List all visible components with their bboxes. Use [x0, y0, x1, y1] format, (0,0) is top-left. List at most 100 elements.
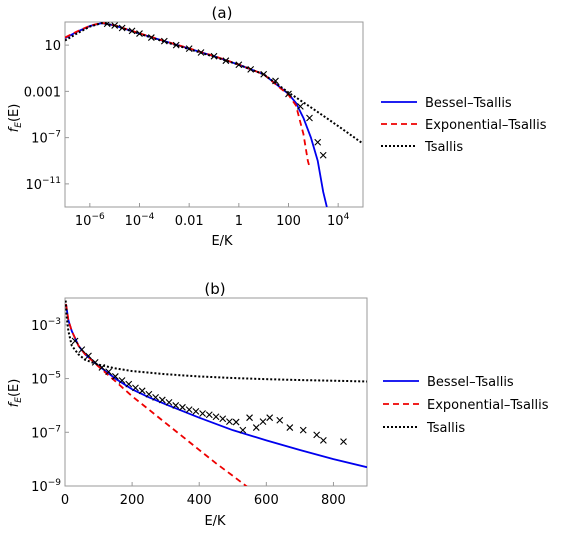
- chart-b-data-point: [145, 390, 153, 398]
- chart-b-frame: [64, 297, 368, 487]
- chart-b-data-point: [192, 407, 200, 415]
- chart-b-data-point: [78, 346, 86, 353]
- chart-b-data-point: [212, 413, 220, 421]
- chart-b-data-point: [125, 380, 133, 388]
- chart-a-data-point: [235, 61, 243, 69]
- chart-a-data-point: [260, 70, 268, 78]
- chart-a-data-point: [111, 22, 119, 29]
- chart-b-data-point: [299, 426, 307, 434]
- chart-b-data-point: [246, 414, 253, 422]
- chart-a-x-tick-label: 10−6: [75, 212, 105, 229]
- chart-b-legend: Bessel–Tsallis Exponential–Tsallis Tsall…: [383, 375, 549, 436]
- chart-b-data-point: [132, 384, 139, 392]
- chart-b-data-point: [165, 398, 173, 406]
- chart-a-x-tick-label: 1: [235, 214, 243, 229]
- chart-b-data-point: [118, 377, 126, 384]
- chart-b-y-tick-label: 10−7: [31, 424, 61, 441]
- chart-b-series-bessel-tsallis: [65, 303, 367, 469]
- chart-a-data-point: [136, 30, 143, 37]
- chart-a-x-tick-label: 104: [327, 212, 350, 229]
- chart-a-y-tick-label: 0.001: [24, 85, 61, 100]
- chart-b-data-point: [205, 411, 213, 419]
- chart-b-data-point: [276, 416, 284, 424]
- chart-b-y-tick-label: 10−5: [31, 371, 61, 388]
- chart-a-title: (a): [212, 4, 233, 22]
- chart-b-data-point: [259, 418, 267, 425]
- chart-a: (a) 10−6 10−4 0.01 1 100 104 10 0.001 10−7 10−11…: [7, 4, 547, 249]
- chart-a-data-point: [103, 22, 111, 28]
- chart-a-x-tick-label: 10−4: [125, 212, 155, 229]
- chart-b-data-point: [172, 402, 180, 409]
- chart-a-frame: [64, 21, 364, 208]
- chart-b-y-label: fE(E): [7, 379, 24, 408]
- chart-a-data-point: [197, 49, 205, 56]
- chart-b-y-tick-label: 10−3: [31, 317, 61, 334]
- chart-a-y-label: fE(E): [7, 104, 24, 133]
- chart-a-y-tick-label: 10−11: [25, 176, 61, 193]
- chart-b-y-tick-label: 10−9: [31, 478, 61, 495]
- chart-b-legend-bessel: Bessel–Tsallis: [427, 375, 514, 390]
- chart-b-data-point: [226, 418, 233, 425]
- chart-a-data-point: [128, 27, 136, 35]
- chart-b-x-tick-label: 800: [321, 493, 346, 508]
- chart-a-data-points: [103, 22, 327, 159]
- chart-b-data-point: [71, 337, 79, 345]
- chart-a-y-tick-label: 10: [44, 39, 61, 54]
- chart-a-data-point: [147, 34, 155, 41]
- chart-a-x-tick-label: 100: [276, 214, 301, 229]
- chart-b-y-ticks: 10−3 10−5 10−7 10−9: [31, 317, 69, 495]
- chart-a-data-point: [222, 57, 230, 65]
- chart-a-data-point: [285, 90, 292, 98]
- chart-a-legend: Bessel–Tsallis Exponential–Tsallis Tsall…: [381, 96, 547, 155]
- chart-b-x-ticks: 0 200 400 600 800: [61, 482, 346, 508]
- chart-b-data-point: [239, 426, 247, 434]
- chart-a-data-point: [314, 138, 322, 146]
- chart-b-data-point: [85, 352, 92, 360]
- chart-a-legend-tsallis: Tsallis: [424, 140, 463, 155]
- chart-b-data-point: [286, 424, 294, 431]
- chart-b-data-point: [319, 436, 327, 444]
- chart-a-series: [65, 22, 363, 207]
- chart-a-data-point: [210, 52, 218, 60]
- chart-b-data-point: [340, 438, 347, 445]
- chart-b-data-point: [98, 364, 106, 371]
- chart-a-y-tick-label: 10−7: [31, 130, 61, 147]
- chart-b-series: [65, 300, 367, 486]
- chart-a-x-ticks: 10−6 10−4 0.01 1 100 104: [75, 203, 350, 229]
- chart-b-data-point: [179, 403, 186, 411]
- chart-b-data-point: [138, 387, 146, 395]
- chart-b-x-tick-label: 200: [120, 493, 145, 508]
- chart-a-data-point: [172, 41, 180, 49]
- chart-b-data-point: [111, 373, 119, 380]
- chart-b-x-tick-label: 0: [61, 493, 69, 508]
- chart-b-data-point: [313, 431, 321, 439]
- chart-a-data-point: [272, 77, 279, 85]
- chart-b: (b) 0 200 400 600 800 10−3 10−5 10−7 10−9 E/K f…: [7, 280, 549, 529]
- chart-b-x-tick-label: 600: [254, 493, 279, 508]
- chart-b-title: (b): [204, 280, 225, 298]
- chart-a-x-tick-label: 0.01: [175, 214, 204, 229]
- chart-a-y-ticks: 10 0.001 10−7 10−11: [24, 39, 69, 193]
- chart-b-data-point: [185, 406, 193, 413]
- chart-a-data-point: [185, 45, 193, 52]
- chart-a-data-point: [160, 37, 168, 45]
- chart-b-data-point: [266, 414, 274, 422]
- chart-a-legend-bessel: Bessel–Tsallis: [425, 96, 512, 111]
- chart-b-data-point: [91, 359, 99, 366]
- chart-a-data-point: [296, 103, 304, 110]
- chart-b-data-point: [158, 396, 166, 404]
- chart-b-data-point: [232, 418, 240, 426]
- chart-a-data-point: [118, 24, 126, 32]
- chart-b-data-point: [152, 393, 159, 401]
- chart-a-data-point: [306, 114, 313, 122]
- chart-a-data-point: [247, 65, 255, 73]
- chart-b-data-points: [71, 337, 347, 445]
- chart-a-legend-exponential: Exponential–Tsallis: [425, 118, 547, 133]
- chart-b-legend-tsallis: Tsallis: [426, 421, 465, 436]
- chart-b-series-tsallis: [65, 300, 367, 383]
- chart-b-data-point: [199, 410, 206, 417]
- chart-b-data-point: [105, 368, 113, 376]
- chart-a-series-exponential-tsallis: [65, 22, 311, 168]
- chart-b-data-point: [252, 424, 260, 431]
